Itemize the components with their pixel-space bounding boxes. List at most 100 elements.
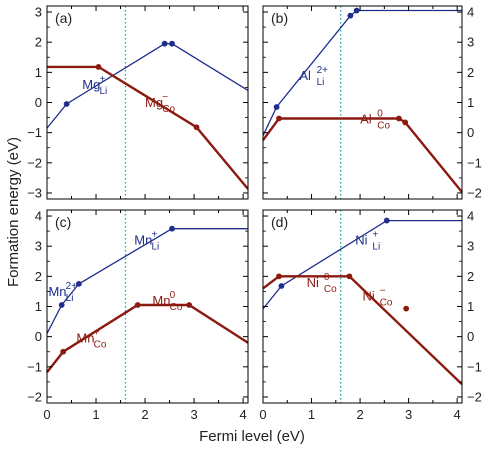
x-tick-label: 3 (405, 407, 412, 422)
series-line-1 (262, 275, 463, 386)
series-label: Ni Co0 (307, 272, 337, 295)
series-point (58, 302, 65, 308)
series-label: Mn Li+ (134, 230, 159, 253)
x-tick-label: 1 (92, 407, 99, 422)
y-tick-label: −1 (467, 359, 482, 374)
series-point (193, 124, 200, 131)
y-tick-label: 0 (35, 95, 42, 110)
svg-text:Ni: Ni (355, 233, 367, 248)
y-tick-label: 1 (35, 65, 42, 80)
svg-text:2+: 2+ (317, 65, 329, 76)
svg-text:Mn: Mn (48, 284, 66, 299)
series-point (63, 101, 70, 107)
x-tick-label: 4 (239, 407, 246, 422)
y-tick-label: 0 (467, 125, 474, 140)
series-line-1 (47, 65, 249, 190)
svg-text:Li: Li (372, 242, 380, 253)
y-tick-label: 3 (35, 239, 42, 254)
y-tick-label: 4 (35, 209, 42, 224)
series-point (273, 104, 280, 110)
x-axis-title: Fermi level (eV) (199, 428, 305, 445)
y-tick-label: 0 (35, 329, 42, 344)
svg-text:Co: Co (377, 121, 390, 132)
series-label: Mn Co0 (152, 290, 182, 313)
svg-text:Ni: Ni (307, 275, 319, 290)
y-axis-title: Formation energy (eV) (5, 137, 22, 287)
y-tick-label: −2 (27, 155, 42, 170)
panel-label: (a) (55, 10, 72, 26)
y-tick-label: 3 (35, 5, 42, 20)
series-point (347, 12, 354, 19)
y-tick-label: −1 (27, 125, 42, 140)
svg-text:Co: Co (380, 297, 393, 308)
y-tick-label: 2 (467, 65, 474, 80)
series-point (276, 273, 282, 280)
y-tick-label: 0 (467, 329, 474, 344)
svg-text:Co: Co (94, 340, 107, 351)
series-line-0 (262, 219, 462, 310)
svg-text:Al: Al (299, 68, 311, 83)
y-tick-label: 1 (467, 299, 474, 314)
series-point (75, 280, 82, 287)
svg-text:Co: Co (162, 104, 175, 115)
y-tick-label: −1 (467, 155, 482, 170)
svg-text:Co: Co (324, 284, 337, 295)
svg-text:+: + (99, 74, 105, 85)
y-tick-label: 2 (35, 269, 42, 284)
svg-text:−: − (162, 92, 168, 103)
svg-text:Mn: Mn (134, 233, 152, 248)
series-point (383, 217, 390, 224)
panel-label: (c) (55, 214, 71, 230)
y-tick-label: −2 (467, 389, 482, 404)
svg-text:+: + (372, 230, 378, 241)
series-point (95, 64, 102, 70)
svg-text:+: + (151, 230, 157, 241)
y-tick-label: 4 (467, 209, 474, 224)
panel-label: (d) (271, 214, 288, 230)
svg-text:Li: Li (317, 77, 325, 88)
y-tick-label: −3 (27, 185, 42, 200)
x-tick-label: 2 (141, 407, 148, 422)
svg-text:−: − (380, 285, 386, 296)
svg-text:Li: Li (151, 242, 159, 253)
svg-text:Mg: Mg (82, 77, 100, 92)
svg-text:+: + (94, 328, 100, 339)
series-point (60, 348, 67, 355)
x-tick-label: 4 (454, 407, 461, 422)
series-label: Ni Li+ (355, 230, 380, 253)
y-tick-label: 3 (467, 35, 474, 50)
svg-text:Co: Co (170, 302, 183, 313)
series-label: Ni Co− (363, 285, 393, 308)
svg-text:Mn: Mn (76, 331, 94, 346)
x-tick-label: 2 (356, 407, 363, 422)
series-label: Mg Co− (145, 92, 175, 115)
series-point (169, 225, 175, 232)
series-point (134, 302, 141, 308)
panel-label: (b) (271, 10, 288, 26)
y-tick-label: −2 (467, 185, 482, 200)
y-tick-label: −2 (27, 389, 42, 404)
y-tick-label: 1 (467, 95, 474, 110)
series-label: Al Co0 (360, 109, 390, 132)
svg-text:Ni: Ni (363, 288, 375, 303)
svg-text:0: 0 (324, 272, 330, 283)
svg-text:Mg: Mg (145, 95, 163, 110)
y-tick-label: 3 (467, 239, 474, 254)
svg-text:0: 0 (170, 290, 176, 301)
y-tick-label: 2 (35, 35, 42, 50)
x-tick-label: 0 (259, 407, 266, 422)
svg-text:Li: Li (66, 293, 74, 304)
series-point (403, 305, 410, 312)
svg-text:Li: Li (99, 86, 107, 97)
series-point (169, 40, 175, 47)
y-tick-label: 2 (467, 269, 474, 284)
series-label: Mn Li2+ (48, 281, 77, 304)
series-label: Mg Li+ (82, 74, 107, 97)
svg-text:0: 0 (377, 109, 383, 120)
svg-text:Mn: Mn (152, 293, 170, 308)
series-point (278, 283, 285, 289)
